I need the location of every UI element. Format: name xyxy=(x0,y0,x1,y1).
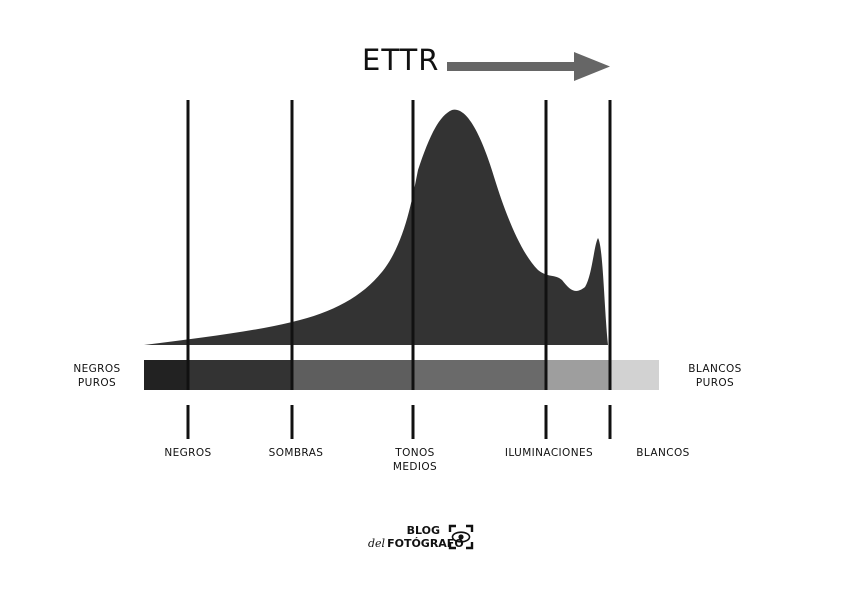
zone-dividers xyxy=(186,100,612,439)
label-tonos-medios: TONOS MEDIOS xyxy=(375,446,455,474)
divider-tonos-medios xyxy=(411,100,415,390)
tonal-bar xyxy=(144,360,659,390)
tone-deep-blacks xyxy=(144,360,188,390)
tick-sombras xyxy=(290,405,294,439)
label-sombras: SOMBRAS xyxy=(252,446,340,460)
ettr-arrow-shaft xyxy=(447,62,579,71)
ettr-title: ETTR xyxy=(362,43,440,77)
camera-eye-icon xyxy=(448,524,474,550)
label-negros-puros: NEGROS PUROS xyxy=(66,362,128,390)
label-blancos-puros: BLANCOS PUROS xyxy=(680,362,750,390)
divider-iluminaciones xyxy=(544,100,548,390)
divider-sombras xyxy=(290,100,294,390)
label-blancos: BLANCOS xyxy=(626,446,700,460)
tick-iluminaciones xyxy=(544,405,548,439)
ettr-arrow xyxy=(447,52,610,81)
tone-shadows xyxy=(292,360,413,390)
histogram-curve xyxy=(144,109,608,345)
label-tonos-medios-line2: MEDIOS xyxy=(392,461,438,473)
tone-highlights xyxy=(546,360,610,390)
label-blancos-line1: BLANCOS xyxy=(636,447,690,459)
tone-whites xyxy=(610,360,659,390)
label-negros-line1: NEGROS xyxy=(164,447,212,459)
ettr-arrow-head xyxy=(574,52,610,81)
tick-blancos xyxy=(608,405,612,439)
blog-del-fotografo-logo: BLOG del FOTÓGRAFO xyxy=(362,520,480,556)
tick-negros xyxy=(186,405,190,439)
label-blancos-puros-line1: BLANCOS xyxy=(688,363,742,375)
label-negros-puros-line1: NEGROS xyxy=(73,363,121,375)
label-iluminaciones-line1: ILUMINACIONES xyxy=(504,447,594,459)
divider-negros xyxy=(186,100,190,390)
tone-midtones xyxy=(413,360,546,390)
tone-blacks xyxy=(188,360,292,390)
label-tonos-medios-line1: TONOS xyxy=(395,447,435,459)
divider-blancos xyxy=(608,100,612,390)
logo-text-fotografo: FOTÓGRAFO xyxy=(387,537,464,550)
tick-tonos-medios xyxy=(411,405,415,439)
label-blancos-puros-line2: PUROS xyxy=(695,377,735,389)
logo-text-del: del xyxy=(368,537,386,550)
label-negros-puros-line2: PUROS xyxy=(77,377,117,389)
label-iluminaciones: ILUMINACIONES xyxy=(500,446,598,460)
logo-text-blog: BLOG xyxy=(406,524,440,537)
label-sombras-line1: SOMBRAS xyxy=(268,447,324,459)
logo-text-bottom: del FOTÓGRAFO xyxy=(368,537,464,550)
label-negros: NEGROS xyxy=(148,446,228,460)
